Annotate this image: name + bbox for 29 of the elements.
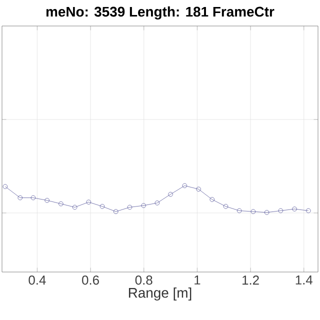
point bbox=[210, 197, 215, 202]
x-tick-label: 1.2 bbox=[242, 276, 259, 285]
point bbox=[223, 204, 228, 209]
point bbox=[278, 208, 284, 214]
point bbox=[44, 198, 50, 203]
point bbox=[292, 206, 297, 212]
x-tick-label: 0.6 bbox=[82, 276, 99, 285]
point bbox=[250, 209, 256, 214]
point bbox=[154, 200, 160, 206]
point bbox=[72, 204, 78, 210]
x-tick-label: 1 bbox=[194, 276, 200, 284]
x-axis-title: Range [m] bbox=[128, 288, 192, 301]
x-tick-label: 0.4 bbox=[28, 276, 46, 285]
point bbox=[264, 210, 270, 215]
point bbox=[182, 183, 188, 188]
x-tick-label: 1.4 bbox=[296, 276, 312, 284]
x-tick-label: 0.8 bbox=[135, 276, 152, 285]
point bbox=[100, 204, 105, 209]
point bbox=[196, 186, 201, 192]
point bbox=[30, 195, 36, 200]
point bbox=[168, 192, 173, 197]
point bbox=[86, 200, 92, 204]
chart-title: meNo: 3539 Length: 181 FrameCtr bbox=[46, 6, 274, 20]
point bbox=[127, 204, 132, 210]
point bbox=[58, 201, 64, 206]
point bbox=[141, 203, 146, 208]
point bbox=[18, 195, 23, 200]
point bbox=[113, 209, 118, 214]
point bbox=[236, 208, 242, 214]
